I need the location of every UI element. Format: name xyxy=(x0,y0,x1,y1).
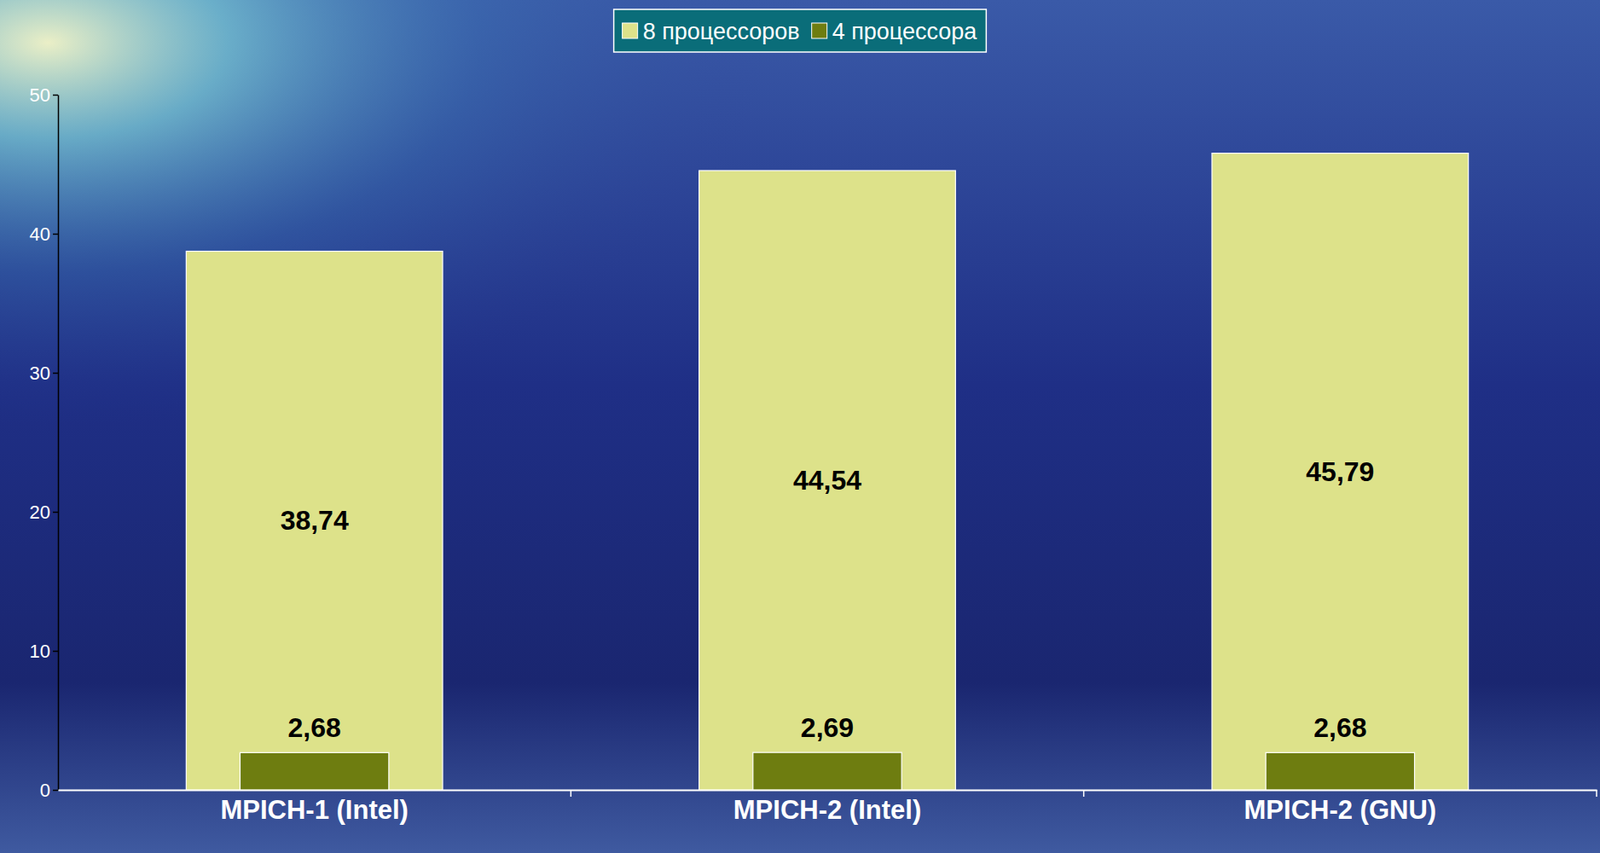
y-axis: 0 10 20 30 40 50 xyxy=(29,84,59,801)
background-glow xyxy=(0,0,1600,853)
y-tick: 50 xyxy=(29,84,58,106)
y-tick-label: 0 xyxy=(40,779,51,801)
y-tick: 0 xyxy=(40,779,58,801)
bar xyxy=(1265,752,1415,790)
x-tick: MPICH-2 (Intel) xyxy=(733,789,922,825)
y-tick-mark xyxy=(52,94,58,97)
category-separator xyxy=(1595,789,1598,797)
x-axis: MPICH-1 (Intel) MPICH-2 (Intel) MPICH-2 (G… xyxy=(58,789,1598,825)
y-tick: 20 xyxy=(29,501,58,523)
data-label: 2,68 xyxy=(1313,712,1367,743)
category-separator xyxy=(1083,789,1085,797)
y-tick: 30 xyxy=(29,362,58,384)
data-label: 44,54 xyxy=(793,464,862,496)
chart: 0 10 20 30 40 50 MPICH-1 (Intel) MPICH-2 (Intel… xyxy=(0,0,1600,853)
bar xyxy=(699,170,957,790)
y-tick-mark xyxy=(52,511,58,514)
background xyxy=(0,0,1600,853)
legend-label: 8 процессоров xyxy=(643,18,800,45)
y-tick-mark xyxy=(52,650,58,653)
y-tick-label: 10 xyxy=(29,640,51,662)
bar xyxy=(753,752,902,790)
y-tick-mark xyxy=(52,233,58,236)
data-label: 2,69 xyxy=(800,712,854,743)
y-tick-label: 30 xyxy=(29,362,51,384)
x-tick-label: MPICH-2 (Intel) xyxy=(733,794,922,825)
data-labels: 38,74 44,54 45,79 2,68 2,69 2,68 xyxy=(280,456,1375,744)
legend: 8 процессоров 4 процессора xyxy=(614,9,987,53)
data-label: 2,68 xyxy=(288,712,342,743)
bar xyxy=(185,251,443,790)
bars xyxy=(185,153,1468,790)
y-tick-label: 20 xyxy=(29,501,51,523)
bar xyxy=(1211,153,1469,790)
legend-box xyxy=(614,9,987,53)
y-tick-mark xyxy=(52,372,58,375)
y-tick-label: 50 xyxy=(29,84,51,106)
x-tick: MPICH-2 (GNU) xyxy=(1244,789,1438,825)
data-label: 38,74 xyxy=(280,504,349,536)
x-tick-label: MPICH-2 (GNU) xyxy=(1244,794,1438,825)
data-label: 45,79 xyxy=(1305,456,1374,487)
category-separator xyxy=(570,789,573,797)
bar xyxy=(239,752,389,790)
y-axis-line xyxy=(57,95,60,791)
y-tick: 10 xyxy=(29,640,58,662)
y-tick-mark xyxy=(52,789,58,792)
y-tick-label: 40 xyxy=(29,223,51,245)
legend-swatch xyxy=(811,23,828,39)
legend-swatch xyxy=(622,23,638,39)
x-tick: MPICH-1 (Intel) xyxy=(220,789,408,825)
y-tick: 40 xyxy=(29,223,58,245)
x-tick-label: MPICH-1 (Intel) xyxy=(220,794,408,825)
legend-label: 4 процессора xyxy=(832,18,979,45)
